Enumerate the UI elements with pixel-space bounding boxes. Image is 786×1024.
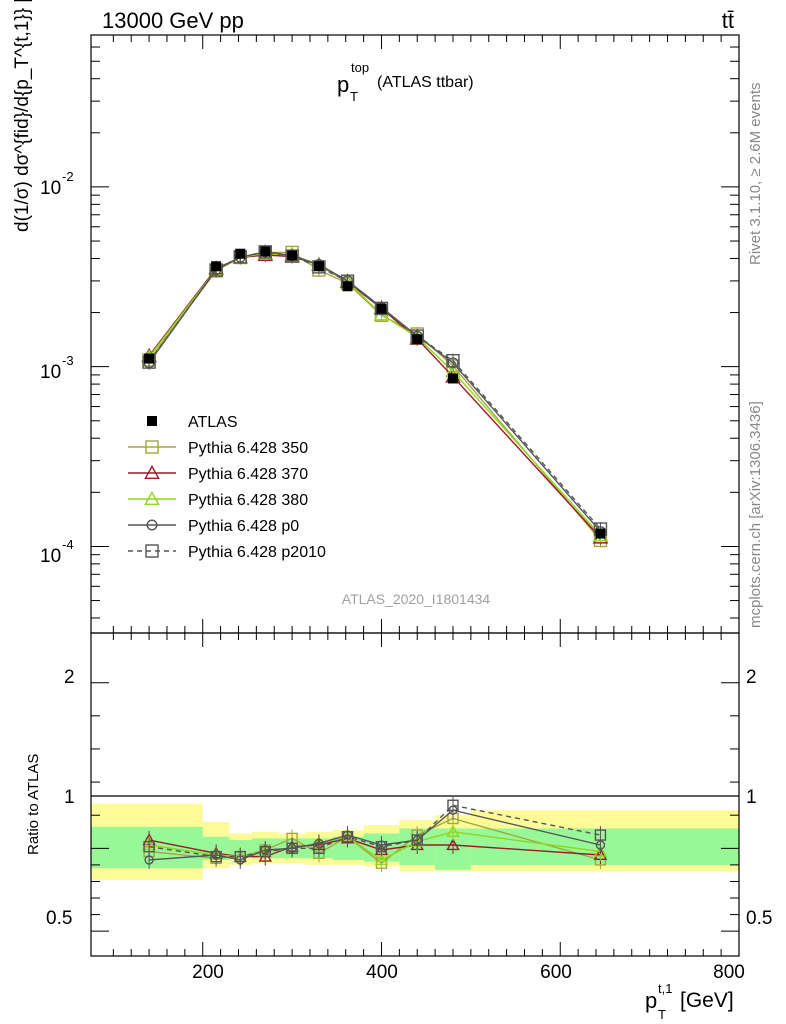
ratio-data-layer: [142, 796, 608, 873]
ratio-ytick-2-right: 2: [746, 667, 757, 688]
ratio-point: [374, 852, 389, 866]
series-line-5: [148, 251, 602, 530]
ytick-label: 10: [40, 362, 61, 383]
ratio-point: [375, 840, 388, 853]
legend-label: ATLAS: [188, 414, 238, 431]
xtick-600: 600: [540, 962, 572, 983]
atlas-data-point: [287, 250, 298, 261]
ratio-ticks: [91, 633, 740, 956]
rivet-label: Rivet 3.1.10, ≥ 2.6M events: [747, 83, 764, 266]
ratio-point: [143, 840, 155, 853]
ratio-point: [144, 855, 154, 865]
xtick-800: 800: [713, 962, 745, 983]
xlabel-sub: T: [658, 1007, 666, 1022]
title-p: p: [337, 72, 349, 97]
atlas-data-point: [144, 353, 155, 364]
ratio-point: [594, 829, 607, 841]
legend-label: Pythia 6.428 p2010: [188, 544, 326, 561]
data-point: [258, 245, 272, 259]
atlas-data-point: [342, 281, 353, 292]
series-line-4: [148, 250, 602, 533]
ratio-ytick-0.5-right: 0.5: [746, 908, 772, 929]
legend-label: Pythia 6.428 p0: [188, 518, 299, 535]
header-process: tt̄: [722, 8, 734, 33]
data-point: [446, 353, 460, 368]
legend: ATLAS Pythia 6.428 350 Pythia 6.428 370 Pyt…: [128, 414, 326, 561]
legend-label: Pythia 6.428 350: [188, 440, 308, 457]
ratio-panel: 2 1 0.5 2 1 0.5 Ratio to ATLAS 200 400 6…: [25, 632, 772, 1022]
main-ticks: [91, 34, 740, 633]
ratio-point: [234, 850, 246, 863]
ytick-1e-4: 10 -4: [40, 537, 74, 567]
xlabel-rest: [GeV]: [680, 989, 734, 1012]
xlabel-p: p: [645, 988, 657, 1013]
data-point: [374, 301, 389, 316]
ratio-point: [341, 831, 354, 843]
ratio-point: [210, 850, 222, 863]
header-energy: 13000 GeV pp: [102, 8, 244, 33]
title-sub: T: [350, 89, 358, 104]
atlas-data-point: [235, 248, 246, 259]
ytick-exponent: -3: [62, 353, 74, 368]
ratio-frame: [90, 632, 740, 957]
legend-marker: [144, 490, 160, 505]
ytick-label: 10: [40, 178, 61, 199]
main-panel: 10 -2 10 -3 10 -4 p top T (ATLAS ttbar) …: [12, 0, 740, 634]
ytick-exponent: -4: [62, 537, 74, 552]
title-sup: top: [351, 60, 369, 75]
analysis-watermark: ATLAS_2020_I1801434: [342, 591, 491, 607]
main-data-layer: [141, 244, 609, 548]
ratio-ytick-0.5: 0.5: [46, 908, 72, 929]
ratio-ytick-1: 1: [64, 787, 75, 808]
title-rest: (ATLAS ttbar): [377, 74, 474, 91]
ratio-point: [259, 845, 271, 858]
xlabel-sup: t,1: [658, 981, 672, 996]
data-point: [285, 249, 299, 263]
xtick-400: 400: [366, 962, 398, 983]
legend-label: Pythia 6.428 380: [188, 492, 308, 509]
ratio-point: [286, 842, 298, 855]
ytick-1e-2: 10 -2: [40, 169, 74, 199]
legend-marker: [144, 464, 160, 479]
ratio-point: [447, 799, 459, 811]
legend-marker: [145, 544, 159, 558]
ratio-point: [593, 844, 608, 857]
legend-marker: [147, 416, 157, 426]
ratio-point: [446, 838, 460, 851]
xtick-200: 200: [192, 962, 224, 983]
atlas-data-point: [447, 373, 458, 384]
legend-label: Pythia 6.428 370: [188, 466, 308, 483]
ratio-point: [446, 824, 460, 837]
data-point: [312, 260, 326, 274]
mcplots-label: mcplots.cern.ch [arXiv:1306.3436]: [747, 401, 764, 628]
atlas-data-point: [313, 261, 324, 272]
ytick-label: 10: [40, 546, 61, 567]
ytick-1e-3: 10 -3: [40, 353, 74, 383]
x-axis-label: p t,1 T [GeV]: [645, 981, 734, 1022]
ytick-exponent: -2: [62, 169, 74, 184]
atlas-data-point: [211, 261, 222, 272]
ratio-point: [313, 842, 325, 855]
ratio-bands: [91, 803, 739, 880]
ratio-ylabel: Ratio to ATLAS: [25, 754, 42, 855]
ratio-ytick-1-right: 1: [746, 787, 757, 808]
atlas-data-point: [376, 303, 387, 314]
atlas-data-point: [595, 528, 606, 539]
plot-title: p top T (ATLAS ttbar): [337, 60, 474, 104]
atlas-data-point: [260, 246, 271, 257]
ratio-point: [411, 834, 423, 846]
legend-marker: [146, 519, 158, 531]
main-ylabel: d(1/σ) dσ^{fid}/d{p_T^{t,1}} [1/GeV]: [12, 0, 33, 232]
ratio-ytick-2: 2: [64, 667, 75, 688]
legend-marker: [145, 440, 159, 454]
atlas-data-point: [412, 334, 423, 345]
